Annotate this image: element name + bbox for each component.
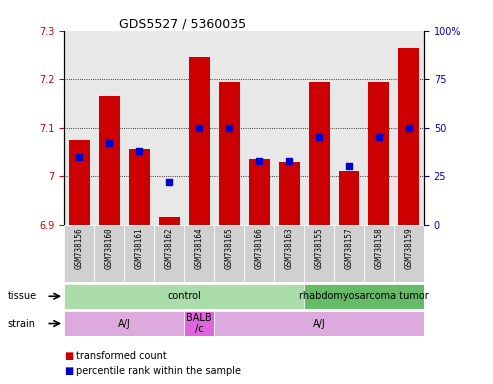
Text: GSM738166: GSM738166 — [254, 227, 264, 269]
FancyBboxPatch shape — [364, 225, 394, 282]
Text: A/J: A/J — [118, 318, 131, 329]
Bar — [159, 217, 179, 225]
FancyBboxPatch shape — [394, 225, 424, 282]
FancyBboxPatch shape — [214, 311, 424, 336]
Bar — [218, 82, 240, 225]
FancyBboxPatch shape — [244, 225, 274, 282]
Text: GSM738160: GSM738160 — [105, 227, 113, 269]
Point — [225, 124, 233, 131]
Text: BALB
/c: BALB /c — [186, 313, 212, 334]
Bar — [339, 171, 359, 225]
Text: tissue: tissue — [7, 291, 36, 301]
FancyBboxPatch shape — [184, 311, 214, 336]
FancyBboxPatch shape — [94, 225, 124, 282]
Point — [255, 157, 263, 164]
FancyBboxPatch shape — [154, 225, 184, 282]
Text: GSM738158: GSM738158 — [375, 227, 384, 269]
Text: GDS5527 / 5360035: GDS5527 / 5360035 — [119, 17, 246, 30]
Text: GSM738161: GSM738161 — [135, 227, 143, 269]
Text: rhabdomyosarcoma tumor: rhabdomyosarcoma tumor — [299, 291, 429, 301]
Bar — [398, 48, 420, 225]
Point — [165, 179, 173, 185]
Point — [75, 154, 83, 160]
Text: ■: ■ — [64, 351, 73, 361]
Text: percentile rank within the sample: percentile rank within the sample — [76, 366, 242, 376]
Bar — [248, 159, 270, 225]
Text: GSM738157: GSM738157 — [345, 227, 353, 269]
Text: GSM738159: GSM738159 — [404, 227, 414, 269]
Text: strain: strain — [7, 318, 35, 329]
FancyBboxPatch shape — [274, 225, 304, 282]
FancyBboxPatch shape — [64, 225, 94, 282]
Point — [105, 140, 113, 146]
Bar — [129, 149, 149, 225]
Text: ■: ■ — [64, 366, 73, 376]
Text: GSM738155: GSM738155 — [315, 227, 323, 269]
Point — [135, 148, 143, 154]
FancyBboxPatch shape — [124, 225, 154, 282]
FancyBboxPatch shape — [304, 284, 424, 309]
Bar — [188, 57, 210, 225]
Point — [345, 163, 353, 169]
Point — [315, 134, 323, 141]
Point — [285, 157, 293, 164]
FancyBboxPatch shape — [64, 311, 184, 336]
Point — [405, 124, 413, 131]
Bar — [99, 96, 120, 225]
Point — [375, 134, 383, 141]
FancyBboxPatch shape — [214, 225, 244, 282]
Text: GSM738156: GSM738156 — [74, 227, 84, 269]
Bar — [279, 162, 300, 225]
FancyBboxPatch shape — [334, 225, 364, 282]
FancyBboxPatch shape — [184, 225, 214, 282]
Text: GSM738162: GSM738162 — [165, 227, 174, 269]
FancyBboxPatch shape — [64, 284, 304, 309]
Bar — [368, 82, 389, 225]
Text: GSM738164: GSM738164 — [195, 227, 204, 269]
Text: transformed count: transformed count — [76, 351, 167, 361]
Text: A/J: A/J — [313, 318, 325, 329]
FancyBboxPatch shape — [304, 225, 334, 282]
Bar — [69, 140, 90, 225]
Bar — [309, 82, 329, 225]
Point — [195, 124, 203, 131]
Text: control: control — [167, 291, 201, 301]
Text: GSM738165: GSM738165 — [224, 227, 234, 269]
Text: GSM738163: GSM738163 — [284, 227, 293, 269]
